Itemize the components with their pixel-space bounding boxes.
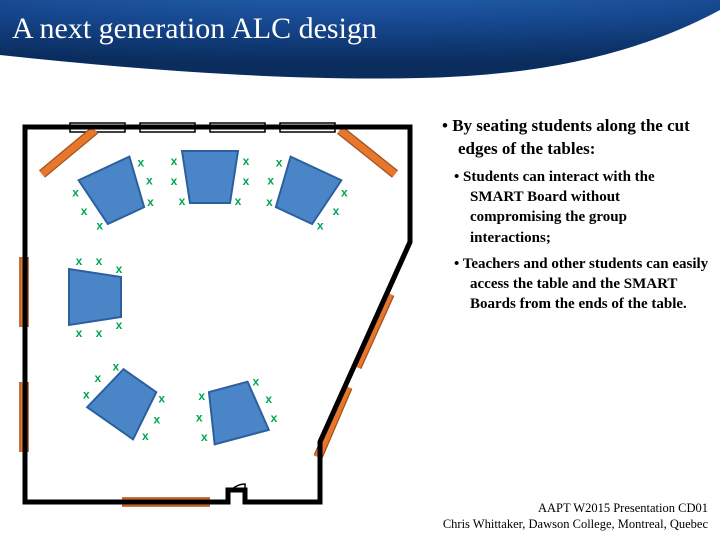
seat-marker: x [235,194,242,208]
seat-marker: x [333,204,340,218]
seat-marker: x [171,174,178,188]
seat-marker: x [341,186,348,200]
seat-marker: x [142,429,149,443]
seat-marker: x [276,155,283,169]
bullet-text: By seating students along the cut edges … [440,115,710,321]
seat-marker: x [171,154,178,168]
seat-marker: x [81,204,88,218]
seat-marker: x [138,155,145,169]
seat-marker: x [158,391,165,405]
seat-marker: x [96,254,103,268]
seat-marker: x [94,371,101,385]
main-bullet: By seating students along the cut edges … [458,115,710,161]
seat-marker: x [147,195,154,209]
seat-marker: x [267,173,274,187]
footer-line2: Chris Whittaker, Dawson College, Montrea… [443,516,708,532]
seat-marker: x [76,254,83,268]
seat-marker: x [201,430,208,444]
seat-marker: x [179,194,186,208]
seat-marker: x [265,392,272,406]
seat-marker: x [153,412,160,426]
seat-marker: x [112,359,119,373]
seat-marker: x [198,389,205,403]
table [182,151,238,203]
seat-marker: x [116,318,123,332]
seat-marker: x [72,186,79,200]
seat-marker: x [317,219,324,233]
seat-marker: x [196,410,203,424]
room-diagram: xxxxxxxxxxxxxxxxxxxxxxxxxxxxxxxxxxxx [10,112,425,517]
slide-title: A next generation ALC design [12,12,377,46]
seat-marker: x [83,387,90,401]
sub-bullet: Teachers and other students can easily a… [470,254,710,315]
seat-marker: x [243,174,250,188]
seat-marker: x [96,219,103,233]
sub-bullet: Students can interact with the SMART Boa… [470,167,710,248]
seat-marker: x [243,154,250,168]
seat-marker: x [252,375,259,389]
seat-marker: x [96,326,103,340]
seat-marker: x [146,173,153,187]
footer: AAPT W2015 Presentation CD01 Chris Whitt… [443,500,708,533]
seat-marker: x [116,262,123,276]
seat-marker: x [271,411,278,425]
table [69,269,121,325]
seat-marker: x [266,195,273,209]
seat-marker: x [76,326,83,340]
footer-line1: AAPT W2015 Presentation CD01 [443,500,708,516]
